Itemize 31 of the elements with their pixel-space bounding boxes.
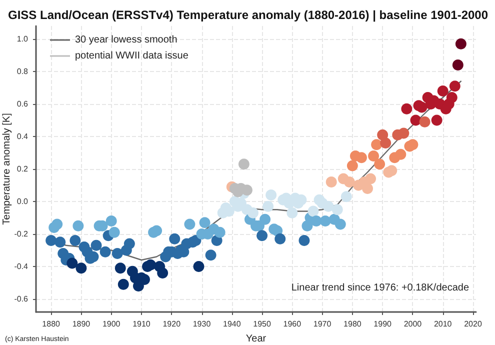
- y-tick-label: 0.0: [16, 197, 29, 206]
- y-tick-label: 0.6: [16, 100, 29, 108]
- y-axis-title: Temperature anomaly [K]: [2, 112, 12, 225]
- x-tick-label: 1960: [283, 320, 302, 328]
- x-tick-label: 2010: [434, 320, 452, 328]
- x-tick-label: 1970: [313, 320, 332, 328]
- x-tick-label: 1910: [132, 320, 151, 328]
- y-tick-label: -0.6: [14, 294, 29, 304]
- y-tick-label: 0.4: [16, 132, 29, 141]
- y-tick-label: 0.2: [16, 164, 29, 174]
- legend-label: potential WWII data issue: [75, 50, 189, 62]
- x-tick-label: 1930: [192, 320, 212, 328]
- x-tick-label: 1980: [344, 320, 362, 328]
- y-tick-label: -0.4: [14, 262, 29, 271]
- y-tick-label: 1.0: [16, 34, 29, 44]
- y-tick-label: -0.2: [14, 230, 29, 238]
- annotation: Linear trend since 1976: +0.18K/decade: [291, 282, 470, 294]
- x-tick-label: 1900: [102, 320, 121, 328]
- x-tick-label: 1920: [162, 320, 182, 328]
- legend-label: 30 year lowess smooth: [75, 34, 178, 46]
- x-tick-label: 1940: [222, 320, 242, 328]
- x-tick-label: 2000: [404, 320, 422, 328]
- x-axis-title: Year: [246, 334, 267, 344]
- y-tick-label: 0.8: [16, 67, 29, 76]
- x-tick-label: 2020: [464, 320, 482, 328]
- chart-title: GISS Land/Ocean (ERSSTv4) Temperature anomaly (1880-2016) | baseline 1901-2000: [8, 8, 488, 22]
- x-tick-label: 1950: [253, 320, 272, 328]
- x-tick-label: 1990: [374, 320, 392, 328]
- x-tick-label: 1890: [72, 320, 91, 328]
- x-tick-label: 1880: [42, 320, 61, 328]
- point: [238, 158, 250, 170]
